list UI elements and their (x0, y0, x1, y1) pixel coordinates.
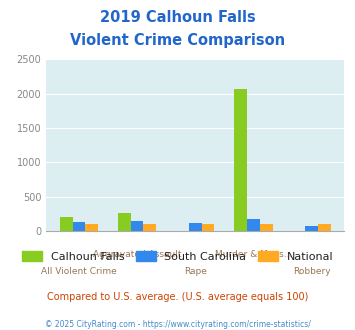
Legend: Calhoun Falls, South Carolina, National: Calhoun Falls, South Carolina, National (17, 247, 338, 267)
Bar (85, 224, 98, 231)
Bar (318, 224, 331, 231)
Bar (247, 219, 260, 231)
Bar (189, 223, 202, 231)
Bar (305, 225, 318, 231)
Text: Violent Crime Comparison: Violent Crime Comparison (70, 33, 285, 48)
Text: Rape: Rape (184, 267, 207, 276)
Text: © 2025 CityRating.com - https://www.cityrating.com/crime-statistics/: © 2025 CityRating.com - https://www.city… (45, 320, 310, 329)
Bar (234, 88, 247, 231)
Bar (260, 224, 273, 231)
Text: Aggravated Assault: Aggravated Assault (93, 250, 181, 259)
Bar (131, 221, 143, 231)
Bar (72, 222, 85, 231)
Text: 2019 Calhoun Falls: 2019 Calhoun Falls (100, 10, 255, 25)
Text: Robbery: Robbery (293, 267, 331, 276)
Text: Murder & Mans...: Murder & Mans... (215, 250, 292, 259)
Text: Compared to U.S. average. (U.S. average equals 100): Compared to U.S. average. (U.S. average … (47, 292, 308, 302)
Bar (60, 217, 72, 231)
Bar (202, 224, 214, 231)
Bar (118, 213, 131, 231)
Text: All Violent Crime: All Violent Crime (41, 267, 117, 276)
Bar (143, 224, 156, 231)
